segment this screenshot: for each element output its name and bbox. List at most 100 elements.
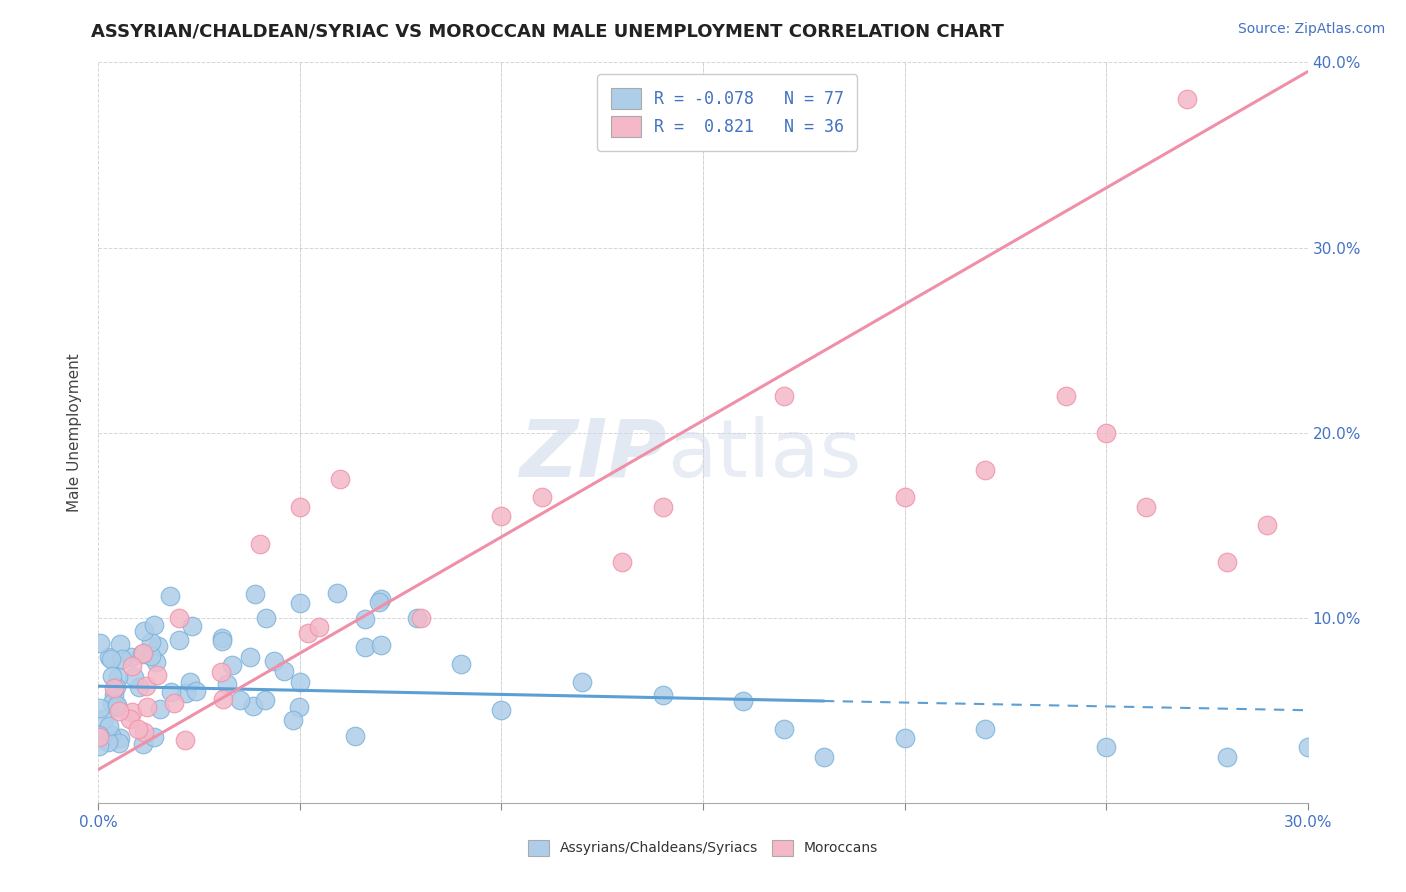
Point [1216,749,1239,764]
Point [118,712,141,726]
Point [651,500,673,514]
Point [105,700,128,714]
Point [103,681,125,695]
Point [131,647,153,661]
Point [127,722,149,736]
Text: ZIP: ZIP [519,416,666,494]
Point [169,633,191,648]
Point [370,592,392,607]
Point [100,728,122,742]
Point [105,698,128,712]
Point [100,652,122,666]
Point [160,685,183,699]
Point [229,693,252,707]
Point [329,472,352,486]
Point [163,697,186,711]
Point [122,670,145,684]
Point [93,712,115,726]
Point [211,633,233,648]
Point [243,587,266,601]
Point [128,680,150,694]
Point [131,737,153,751]
Point [142,617,165,632]
Point [107,736,129,750]
Point [1054,388,1077,402]
Point [249,536,271,550]
Point [367,595,389,609]
Point [139,648,162,663]
Point [242,698,264,713]
Point [142,730,165,744]
Point [974,722,997,736]
Point [134,724,156,739]
Point [111,652,134,666]
Point [89,636,111,650]
Point [288,500,311,514]
Point [326,586,349,600]
Point [253,693,276,707]
Point [139,635,162,649]
Point [283,713,305,727]
Point [174,733,197,747]
Point [409,610,432,624]
Point [370,639,392,653]
Point [1216,555,1239,569]
Point [186,683,208,698]
Point [120,650,142,665]
Point [211,632,233,646]
Point [290,596,312,610]
Point [87,739,110,753]
Point [97,649,120,664]
Point [1296,740,1319,755]
Point [491,703,513,717]
Point [651,689,673,703]
Point [97,734,120,748]
Point [136,700,159,714]
Point [87,728,110,742]
Point [612,555,634,569]
Point [405,610,427,624]
Point [215,677,238,691]
Point [108,637,131,651]
Text: atlas: atlas [666,416,860,494]
Point [101,696,124,710]
Point [159,589,181,603]
Point [1095,425,1118,440]
Point [273,664,295,678]
Point [308,620,330,634]
Point [145,655,167,669]
Point [149,702,172,716]
Point [772,722,794,736]
Point [353,612,375,626]
Point [174,686,197,700]
Point [135,679,157,693]
Point [813,749,835,764]
Point [108,731,131,745]
Point [212,691,235,706]
Point [491,508,513,523]
Y-axis label: Male Unemployment: Male Unemployment [67,353,83,512]
Point [288,699,311,714]
Point [288,675,311,690]
Point [1135,500,1157,514]
Text: ASSYRIAN/CHALDEAN/SYRIAC VS MOROCCAN MALE UNEMPLOYMENT CORRELATION CHART: ASSYRIAN/CHALDEAN/SYRIAC VS MOROCCAN MAL… [91,22,1004,40]
Point [893,731,915,745]
Point [87,730,110,744]
Point [107,670,129,684]
Point [239,649,262,664]
Point [297,626,319,640]
Point [121,705,143,719]
Point [893,491,915,505]
Point [571,675,593,690]
Text: Source: ZipAtlas.com: Source: ZipAtlas.com [1237,22,1385,37]
Point [450,657,472,671]
Point [103,688,125,702]
Point [1256,518,1278,533]
Legend: Assyrians/Chaldeans/Syriacs, Moroccans: Assyrians/Chaldeans/Syriacs, Moroccans [520,832,886,863]
Point [1175,92,1198,106]
Point [254,611,277,625]
Point [772,388,794,402]
Point [148,639,170,653]
Point [132,646,155,660]
Point [98,719,121,733]
